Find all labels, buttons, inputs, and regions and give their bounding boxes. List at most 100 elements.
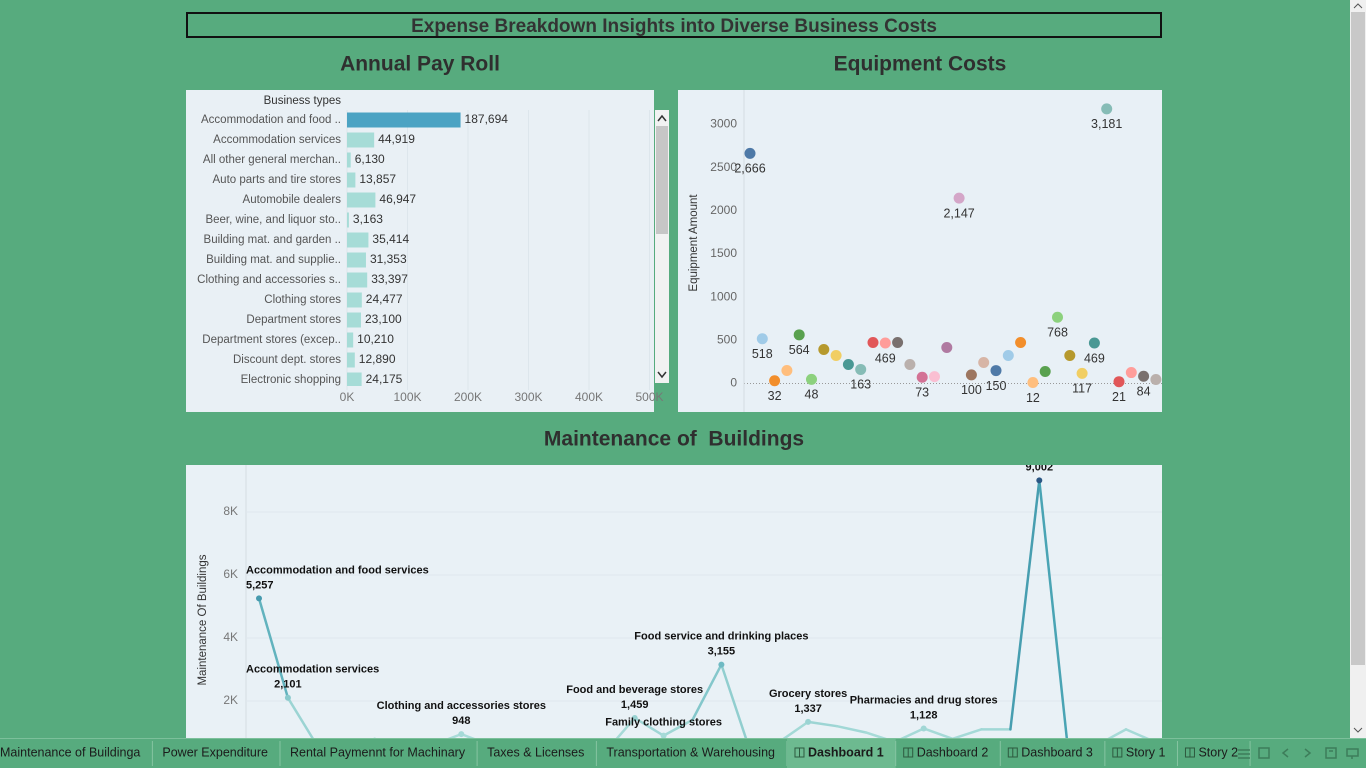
- tab-label[interactable]: Dashboard 3: [1021, 745, 1093, 759]
- page-scroll-thumb[interactable]: [1351, 12, 1365, 665]
- annotation-value: 5,257: [246, 579, 274, 591]
- category-label: Clothing and accessories s..: [197, 274, 341, 286]
- tab-label[interactable]: Taxes & Licenses: [487, 745, 584, 759]
- payroll-scroll-thumb[interactable]: [656, 126, 668, 234]
- point: [1101, 103, 1113, 115]
- line-segment: [286, 696, 314, 738]
- value-label: 3,163: [353, 212, 383, 226]
- point: [756, 333, 768, 345]
- line-segment: [447, 732, 463, 738]
- y-tick-label: 500: [717, 333, 737, 347]
- page-scroll-up[interactable]: [1353, 3, 1363, 9]
- category-label: Building mat. and garden ..: [204, 234, 341, 246]
- line-segment: [1124, 728, 1149, 738]
- annotation-value: 1,128: [910, 709, 938, 721]
- point: [953, 192, 965, 204]
- annotation-name: Clothing and accessories stores: [377, 700, 546, 712]
- tab-label[interactable]: Story 1: [1126, 745, 1166, 759]
- view-control[interactable]: [1258, 747, 1270, 759]
- point: [990, 365, 1002, 377]
- value-label: 84: [1137, 385, 1151, 399]
- value-label: 21: [1112, 390, 1126, 404]
- tab-label[interactable]: Dashboard 1: [808, 745, 884, 759]
- value-label: 2,666: [734, 162, 765, 176]
- value-label: 100: [961, 383, 982, 397]
- point: [458, 731, 465, 738]
- point: [1002, 350, 1014, 362]
- point: [965, 369, 977, 381]
- category-label: Clothing stores: [264, 294, 341, 306]
- point: [855, 363, 867, 375]
- bar: [347, 232, 369, 248]
- annotation-name: Pharmacies and drug stores: [850, 694, 998, 706]
- value-label: 35,414: [372, 232, 409, 246]
- y-tick-label: 3000: [710, 117, 737, 131]
- value-label: 2,147: [943, 206, 974, 220]
- tab[interactable]: [786, 739, 896, 768]
- scroll-down[interactable]: [657, 371, 667, 379]
- value-label: 469: [875, 351, 896, 365]
- value-label: 12,890: [359, 352, 396, 366]
- point: [1088, 337, 1100, 349]
- bar: [347, 252, 366, 268]
- point: [769, 375, 781, 387]
- point: [892, 337, 904, 349]
- y-tick-label: 0: [730, 376, 737, 390]
- view-control[interactable]: [1238, 749, 1250, 759]
- y-axis-title: Maintenance Of Buildings: [197, 554, 209, 685]
- page-scroll-down[interactable]: [1353, 727, 1363, 733]
- point: [1138, 370, 1150, 382]
- view-control[interactable]: [1346, 748, 1359, 759]
- bar: [347, 152, 351, 168]
- annotation-value: 1,337: [794, 703, 822, 715]
- section-title: Equipment Costs: [834, 53, 1007, 76]
- x-tick-label: 300K: [514, 390, 542, 404]
- line-segment: [864, 731, 887, 738]
- line-segment: [691, 663, 723, 722]
- point: [1076, 367, 1088, 379]
- header-box: [186, 12, 1162, 38]
- line-segment: [900, 727, 925, 738]
- view-control[interactable]: [1325, 747, 1337, 759]
- scroll-up[interactable]: [657, 114, 667, 122]
- y-tick-label: 1000: [710, 289, 737, 303]
- annotation-value: 2,101: [274, 679, 302, 691]
- tab-label[interactable]: Maintenance of Buildinga: [0, 745, 140, 759]
- point: [805, 718, 812, 725]
- dashboard-title: Expense Breakdown Insights into Diverse …: [411, 16, 937, 37]
- point: [744, 147, 756, 159]
- tab-label[interactable]: Transportation & Warehousing: [606, 745, 775, 759]
- tab-label[interactable]: Power Expenditure: [162, 745, 268, 759]
- line-segment: [1038, 479, 1069, 738]
- point: [660, 732, 667, 738]
- y-tick-label: 8K: [223, 504, 238, 518]
- annotation-value: 948: [452, 715, 470, 727]
- line-segment: [257, 597, 290, 700]
- value-label: 24,175: [366, 372, 403, 386]
- point: [1015, 337, 1027, 349]
- annotation-name: Retail Trade: [1008, 446, 1070, 458]
- point: [781, 364, 793, 376]
- tab-label[interactable]: Dashboard 2: [917, 745, 989, 759]
- bar: [347, 332, 354, 348]
- view-control[interactable]: [1281, 748, 1289, 758]
- point: [1113, 376, 1125, 388]
- point: [818, 343, 830, 355]
- line-segment: [806, 720, 839, 728]
- value-label: 12: [1026, 391, 1040, 405]
- x-tick-label: 0K: [340, 390, 355, 404]
- point: [920, 725, 927, 732]
- section-title: Annual Pay Roll: [340, 53, 500, 76]
- view-control[interactable]: [1304, 748, 1312, 758]
- value-label: 10,210: [357, 332, 394, 346]
- section-title: Maintenance of Buildings: [544, 428, 804, 451]
- bar: [347, 372, 362, 386]
- value-label: 44,919: [378, 132, 415, 146]
- category-label: All other general merchan..: [203, 154, 341, 166]
- category-label: Auto parts and tire stores: [213, 174, 342, 186]
- tab-label[interactable]: Rental Paymennt for Machinary: [290, 745, 466, 759]
- tab-label[interactable]: Story 2: [1198, 745, 1238, 759]
- point: [806, 373, 817, 385]
